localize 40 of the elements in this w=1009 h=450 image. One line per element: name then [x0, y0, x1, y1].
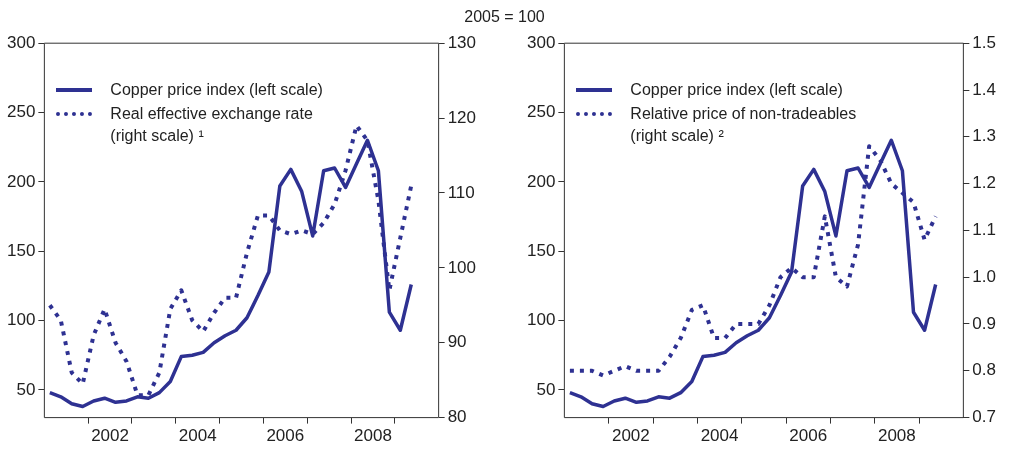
x-tick-label: 2004: [178, 426, 217, 446]
y-tick-label: 50: [16, 379, 36, 399]
y2-tick-label: 0.8: [972, 360, 997, 380]
text: 2005 = 100: [463, 8, 546, 26]
x-tick-label: 2002: [91, 426, 129, 446]
legend-label: Real effective exchange rate (right scale) ¹: [110, 104, 314, 147]
y-tick-label: 150: [6, 240, 36, 260]
y-tick-label: 100: [6, 310, 36, 330]
y-tick-label: 200: [6, 171, 36, 191]
legend-label: Copper price index (left scale): [630, 80, 844, 101]
y2-tick-label: 100: [447, 257, 477, 277]
y2-tick-label: 1.4: [972, 79, 997, 99]
y2-tick-label: 120: [447, 107, 477, 127]
y-tick-label: 250: [6, 102, 36, 122]
x-tick-label: 2008: [354, 426, 392, 446]
y2-tick-label: 90: [447, 332, 467, 352]
y2-tick-label: 130: [447, 32, 477, 52]
y2-tick-label: 1.2: [972, 173, 997, 193]
y2-tick-label: 0.7: [972, 407, 997, 427]
y-tick-label: 300: [6, 32, 36, 52]
y2-tick-label: 0.9: [972, 313, 997, 333]
x-tick-label: 2006: [789, 426, 828, 446]
x-tick-label: 2004: [700, 426, 739, 446]
y2-tick-label: 1.5: [972, 32, 997, 52]
legend-label: Copper price index (left scale): [110, 80, 324, 101]
x-tick-label: 2006: [266, 426, 305, 446]
y-tick-label: 300: [526, 32, 556, 52]
y2-tick-label: 80: [447, 407, 467, 427]
y-tick-label: 150: [526, 240, 556, 260]
y2-tick-label: 110: [447, 182, 475, 202]
y2-tick-label: 1.1: [972, 220, 997, 240]
y-tick-label: 250: [526, 102, 556, 122]
y-tick-label: 100: [526, 310, 556, 330]
y2-tick-label: 1.0: [972, 266, 997, 286]
x-tick-label: 2002: [611, 426, 650, 446]
x-tick-label: 2008: [877, 426, 916, 446]
y2-tick-label: 1.3: [972, 126, 997, 146]
y-tick-label: 200: [526, 171, 556, 191]
legend-label: Relative price of non-tradeables (right scale) ²: [630, 104, 858, 147]
y-tick-label: 50: [536, 379, 556, 399]
